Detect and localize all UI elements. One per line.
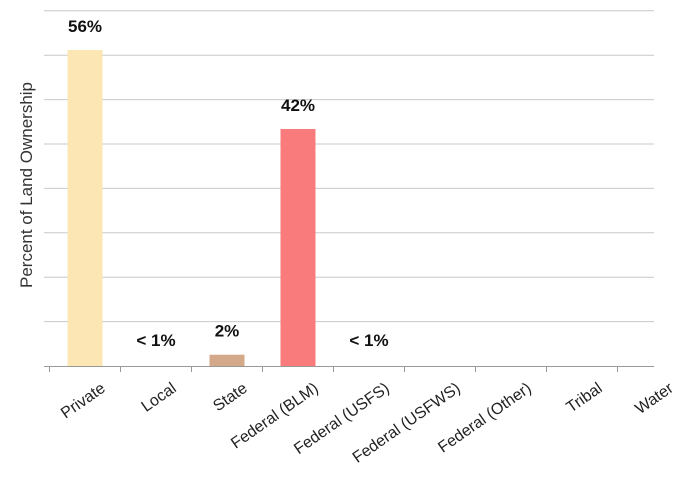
data-label: 2% bbox=[215, 322, 240, 341]
data-label: < 1% bbox=[349, 331, 388, 350]
x-tick-label: State bbox=[210, 380, 250, 415]
data-label: 56% bbox=[68, 17, 102, 36]
x-tick-label: Tribal bbox=[564, 380, 606, 417]
data-label: < 1% bbox=[136, 331, 175, 350]
x-tick-label: Private bbox=[58, 380, 109, 423]
gridlines bbox=[44, 10, 654, 323]
data-label: 42% bbox=[281, 96, 315, 115]
bar-private bbox=[67, 50, 103, 366]
x-tick-label: Water bbox=[632, 379, 677, 417]
y-axis-title: Percent of Land Ownership bbox=[17, 82, 36, 288]
bars bbox=[67, 50, 316, 366]
bar-federal-blm bbox=[280, 129, 316, 366]
bar-state bbox=[209, 354, 245, 366]
x-tick-label: Local bbox=[139, 380, 180, 416]
data-labels: 56% < 1% 2% 42% < 1% bbox=[68, 17, 389, 350]
x-axis bbox=[44, 366, 654, 372]
